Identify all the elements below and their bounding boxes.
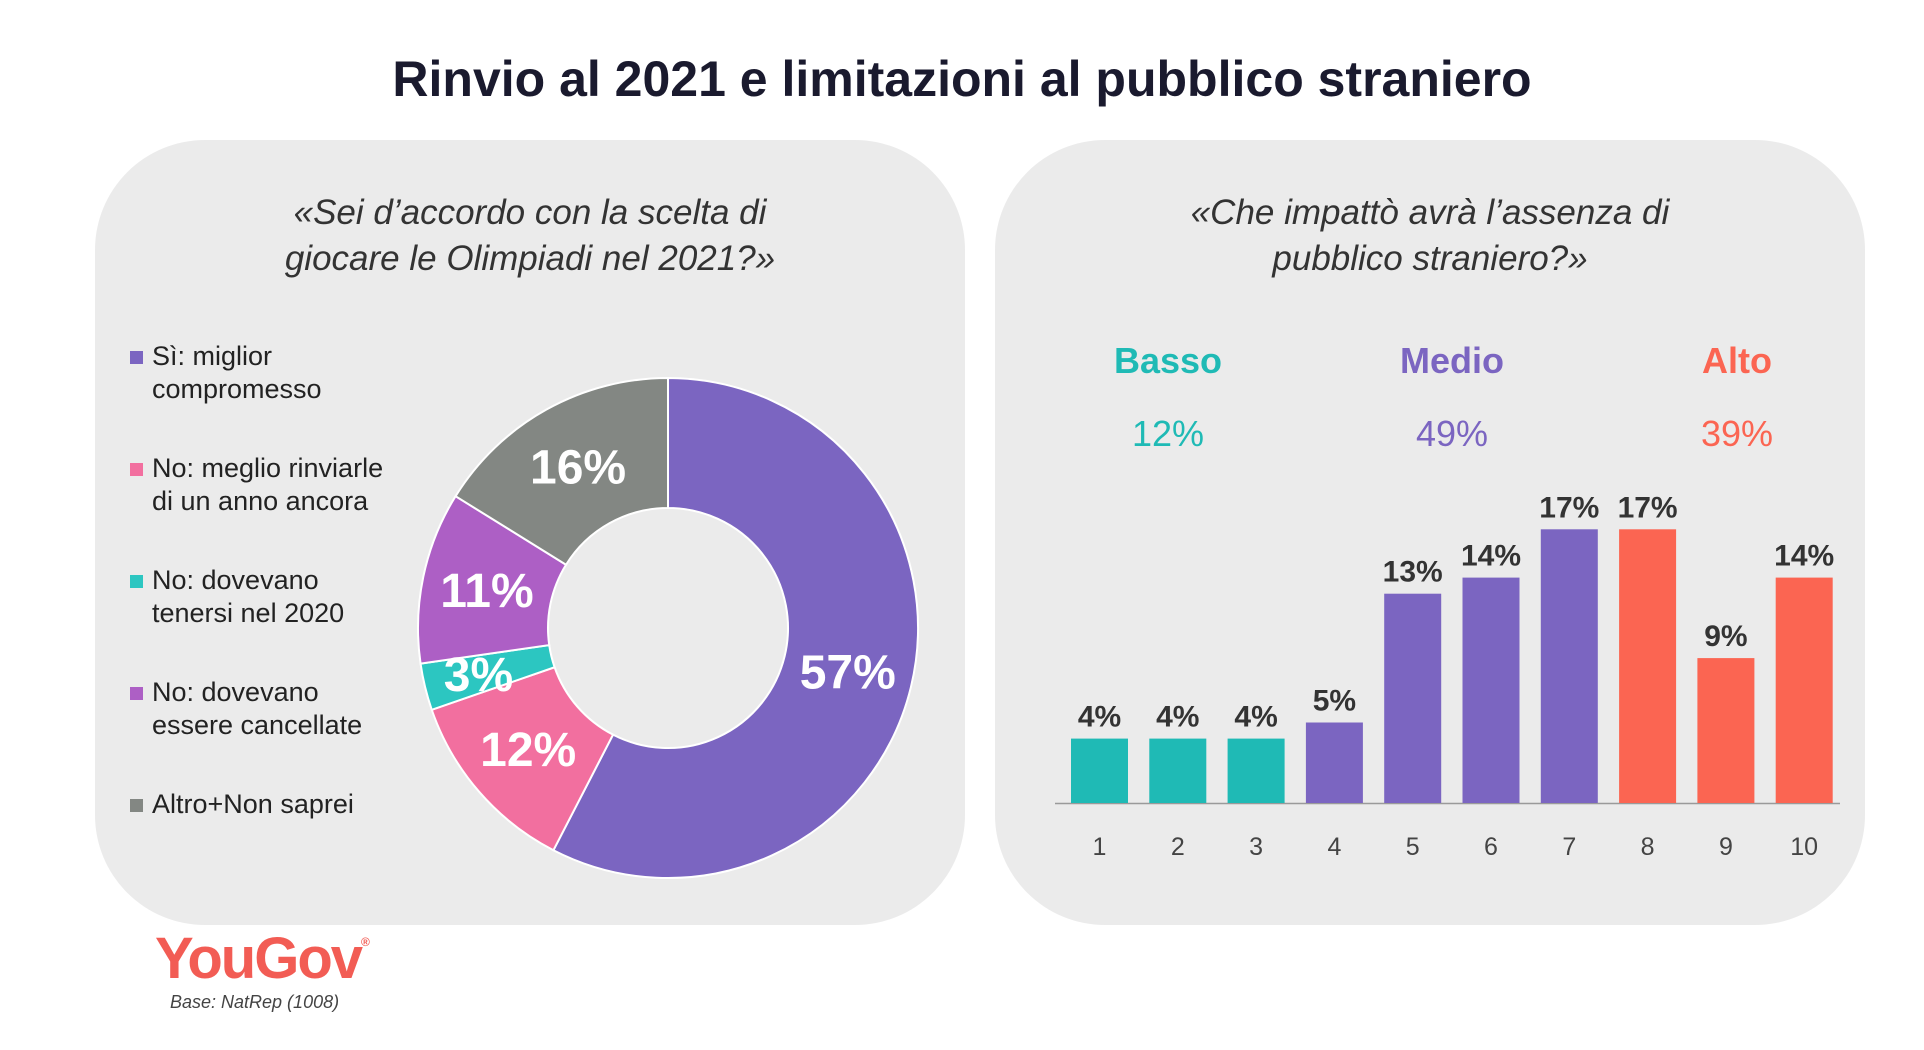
legend-label: No: dovevano bbox=[152, 565, 319, 595]
legend-label: essere cancellate bbox=[152, 710, 363, 740]
donut-data-label: 16% bbox=[530, 441, 626, 494]
base-note: Base: NatRep (1008) bbox=[170, 992, 340, 1012]
bar-data-label: 9% bbox=[1704, 620, 1747, 653]
legend-swatch bbox=[130, 351, 143, 364]
legend-swatch bbox=[130, 463, 143, 476]
page-title: Rinvio al 2021 e limitazioni al pubblico… bbox=[392, 51, 1532, 107]
donut-slice bbox=[552, 376, 919, 879]
donut-data-label: 11% bbox=[440, 565, 533, 618]
right-question-line2: pubblico straniero?» bbox=[1272, 239, 1588, 278]
bar-data-label: 13% bbox=[1383, 556, 1443, 589]
bar bbox=[1227, 738, 1285, 803]
x-tick-label: 1 bbox=[1093, 833, 1107, 861]
bar-data-label: 5% bbox=[1313, 685, 1356, 718]
legend-label: Altro+Non saprei bbox=[152, 789, 354, 819]
bar-data-label: 17% bbox=[1618, 491, 1678, 524]
bar-data-label: 17% bbox=[1539, 491, 1599, 524]
x-tick-label: 10 bbox=[1790, 833, 1818, 861]
x-tick-label: 2 bbox=[1171, 833, 1185, 861]
group-value-alto: 39% bbox=[1700, 413, 1774, 454]
yougov-logo: YouGov® bbox=[155, 925, 370, 992]
group-value-medio: 49% bbox=[1415, 413, 1489, 454]
bar-data-label: 4% bbox=[1078, 701, 1121, 734]
group-label-medio: Medio bbox=[1400, 340, 1504, 381]
donut-data-label: 3% bbox=[444, 649, 513, 702]
bar-data-label: 4% bbox=[1234, 701, 1277, 734]
x-tick-label: 8 bbox=[1641, 833, 1655, 861]
logo-mark: ® bbox=[361, 935, 370, 949]
x-tick-label: 6 bbox=[1484, 833, 1498, 861]
legend-label: tenersi nel 2020 bbox=[152, 598, 345, 628]
legend-swatch bbox=[130, 799, 143, 812]
bar-data-label: 14% bbox=[1461, 540, 1521, 573]
group-value-basso: 12% bbox=[1131, 413, 1205, 454]
bar bbox=[1697, 658, 1755, 803]
left-question-line2: giocare le Olimpiadi nel 2021?» bbox=[284, 239, 776, 278]
x-tick-label: 9 bbox=[1719, 833, 1733, 861]
bar bbox=[1305, 722, 1363, 803]
bar bbox=[1775, 577, 1833, 803]
right-question: «Che impattò avrà l’assenza di pubblico … bbox=[995, 190, 1865, 282]
logo-text: YouGov bbox=[155, 926, 363, 991]
x-tick-label: 3 bbox=[1249, 833, 1263, 861]
left-question-line1: «Sei d’accordo con la scelta di bbox=[293, 193, 767, 232]
left-question: «Sei d’accordo con la scelta di giocare … bbox=[95, 190, 965, 282]
x-tick-label: 7 bbox=[1562, 833, 1576, 861]
bar bbox=[1384, 593, 1442, 803]
donut-data-label: 57% bbox=[800, 647, 896, 700]
donut-slice bbox=[454, 376, 669, 567]
legend-label: Sì: miglior bbox=[152, 341, 273, 371]
bar bbox=[1149, 738, 1207, 803]
bar bbox=[1071, 738, 1128, 803]
bar bbox=[1540, 529, 1598, 803]
legend-swatch bbox=[130, 575, 143, 588]
legend-label: compromesso bbox=[152, 374, 322, 404]
legend-label: No: dovevano bbox=[152, 677, 319, 707]
bar bbox=[1619, 529, 1677, 803]
group-label-basso: Basso bbox=[1113, 340, 1223, 381]
bar-data-label: 14% bbox=[1774, 540, 1834, 573]
legend-label: No: meglio rinviarle bbox=[152, 453, 384, 483]
bar-data-label: 4% bbox=[1156, 701, 1199, 734]
right-question-line1: «Che impattò avrà l’assenza di bbox=[1190, 193, 1670, 232]
x-tick-label: 5 bbox=[1406, 833, 1420, 861]
legend-label: di un anno ancora bbox=[152, 486, 369, 516]
group-label-alto: Alto bbox=[1702, 340, 1772, 381]
donut-data-label: 12% bbox=[480, 724, 576, 777]
bar bbox=[1462, 577, 1520, 803]
legend-swatch bbox=[130, 687, 143, 700]
x-tick-label: 4 bbox=[1327, 833, 1341, 861]
